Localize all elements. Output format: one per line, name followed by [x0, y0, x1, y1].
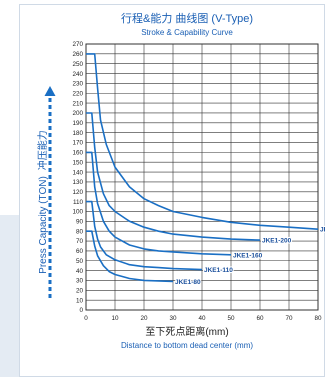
y-tick-label: 140 — [72, 169, 83, 176]
y-tick-label: 170 — [72, 140, 83, 147]
x-tick-label: 70 — [285, 315, 293, 322]
y-tick-label: 70 — [76, 238, 84, 245]
y-tick-label: 200 — [72, 110, 83, 117]
y-tick-label: 120 — [72, 189, 83, 196]
x-axis-label: 至下死点距离(mm) — [145, 325, 228, 338]
y-tick-label: 240 — [72, 71, 83, 78]
y-tick-label: 30 — [76, 278, 84, 285]
y-axis-label-group: Press Capacity (TON) 冲压能力 — [36, 130, 49, 274]
y-tick-label: 190 — [72, 120, 83, 127]
curve-jke1-160 — [86, 112, 261, 241]
x-tick-label: 20 — [140, 315, 148, 322]
y-tick-label: 210 — [72, 100, 83, 107]
x-axis-label-en: Distance to bottom dead center (mm) — [121, 341, 253, 350]
x-tick-label: 50 — [227, 315, 235, 322]
x-tick-labels: 0 10 20 30 40 50 60 70 80 — [84, 315, 322, 322]
y-tick-label: 0 — [79, 307, 83, 314]
y-tick-label: 260 — [72, 51, 83, 58]
curve-jke1-110 — [86, 151, 232, 256]
curve-jke1-80 — [86, 200, 203, 271]
y-axis-label: Press Capacity (TON) 冲压能力 — [36, 130, 49, 274]
capacity-curves — [86, 53, 319, 283]
y-tick-label: 270 — [72, 41, 83, 48]
y-tick-label: 160 — [72, 150, 83, 157]
y-tick-label: 110 — [73, 199, 84, 206]
y-tick-label: 220 — [72, 90, 83, 97]
curve-label: JKE1-80 — [175, 279, 201, 286]
y-tick-label: 230 — [72, 81, 83, 88]
y-tick-label: 50 — [76, 258, 84, 265]
curve-label: JKE1-200 — [262, 238, 292, 245]
y-tick-label: 130 — [72, 179, 83, 186]
y-tick-label: 20 — [76, 287, 84, 294]
y-tick-label: 90 — [76, 219, 84, 226]
chart-title: 行程&能力 曲线图 (V-Type) — [121, 11, 253, 25]
y-tick-label: 80 — [76, 228, 84, 235]
y-axis-label-cn: 冲压能力 — [36, 130, 49, 170]
curve-jke1-60 — [86, 230, 174, 283]
x-tick-label: 80 — [314, 315, 322, 322]
curve-label: JKE1-20 — [320, 227, 325, 234]
y-axis-label-en: Press Capacity (TON) — [38, 176, 49, 274]
x-tick-label: 0 — [84, 315, 88, 322]
y-tick-label: 100 — [72, 209, 83, 216]
curve-jke1-200 — [86, 53, 319, 230]
x-tick-label: 60 — [256, 315, 264, 322]
y-tick-label: 150 — [72, 159, 83, 166]
y-axis-arrow-head — [44, 86, 56, 96]
y-tick-label: 40 — [76, 268, 84, 275]
y-tick-label: 250 — [72, 61, 83, 68]
curve-label: JKE1-110 — [204, 267, 233, 274]
y-tick-label: 10 — [76, 297, 84, 304]
y-tick-labels: 0 10 20 30 40 50 60 70 80 90 100 110 120 130 140 150 160… — [72, 41, 83, 314]
y-tick-label: 180 — [72, 130, 83, 137]
x-tick-label: 30 — [169, 315, 177, 322]
y-tick-label: 60 — [76, 248, 84, 255]
curve-label: JKE1-160 — [233, 252, 263, 259]
x-tick-label: 10 — [111, 315, 119, 322]
grid — [85, 43, 319, 311]
x-tick-label: 40 — [198, 315, 206, 322]
chart-subtitle: Stroke & Capability Curve — [141, 28, 233, 37]
